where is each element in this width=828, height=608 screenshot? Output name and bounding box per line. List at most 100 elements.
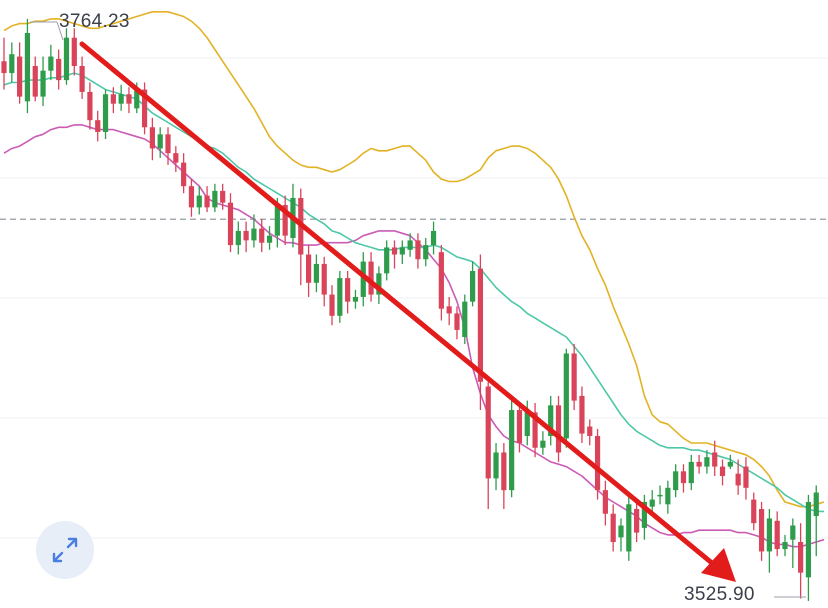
- candle-body: [274, 205, 280, 236]
- candle-body: [71, 37, 77, 66]
- candle-body: [181, 162, 187, 187]
- candle: [9, 42, 15, 83]
- candle: [727, 454, 733, 469]
- candle: [368, 252, 374, 302]
- candle: [563, 348, 569, 448]
- candle: [618, 518, 624, 552]
- candle-body: [79, 65, 85, 92]
- candle-body: [470, 271, 476, 302]
- candle: [415, 233, 421, 269]
- candle: [438, 245, 444, 321]
- candle: [1, 37, 7, 90]
- candle-body: [634, 509, 640, 533]
- candle-body: [735, 473, 741, 486]
- candle-body: [352, 296, 359, 302]
- lower-band-line: [3, 124, 825, 548]
- candle: [555, 395, 562, 462]
- candle-body: [305, 254, 312, 283]
- candle-body: [345, 278, 351, 302]
- candle-body: [782, 542, 788, 550]
- candle-body: [321, 263, 327, 295]
- candle: [602, 480, 608, 526]
- candle-body: [196, 195, 202, 208]
- candle-body: [657, 494, 663, 497]
- candle-body: [266, 235, 273, 243]
- candle: [384, 240, 390, 281]
- candle: [243, 221, 249, 253]
- candle: [110, 87, 116, 114]
- candle-body: [95, 120, 101, 132]
- candle: [485, 379, 491, 510]
- candle: [719, 459, 726, 486]
- candle: [212, 183, 218, 213]
- candle: [181, 153, 187, 194]
- candle-body: [766, 518, 772, 552]
- candle-body: [430, 230, 437, 246]
- candle: [712, 440, 718, 477]
- extreme-markers: [30, 21, 806, 598]
- candle: [227, 193, 234, 253]
- candle: [462, 294, 468, 345]
- candle: [266, 226, 273, 250]
- candle-body: [282, 205, 288, 236]
- candle: [40, 56, 46, 107]
- candle-body: [680, 471, 687, 484]
- candle-body: [165, 134, 171, 154]
- candle: [657, 485, 663, 505]
- candle-body: [360, 261, 366, 297]
- candle-body: [602, 490, 608, 514]
- candle-body: [462, 301, 468, 337]
- candles: [1, 18, 819, 601]
- expand-button[interactable]: [36, 521, 94, 579]
- candle: [579, 386, 585, 444]
- candle-body: [516, 410, 523, 444]
- candle-body: [673, 471, 679, 491]
- candle-body: [423, 245, 429, 260]
- candle-body: [337, 278, 343, 316]
- candle-body: [313, 263, 319, 283]
- trend-arrow: [79, 41, 736, 582]
- candle: [704, 450, 710, 474]
- candle: [798, 523, 804, 599]
- candle: [48, 44, 54, 81]
- candle-body: [259, 228, 265, 243]
- candle-body: [141, 89, 148, 128]
- candle-body: [212, 190, 218, 208]
- candle-body: [407, 240, 413, 250]
- candle: [71, 28, 77, 76]
- candle-body: [493, 452, 499, 479]
- expand-arrows-icon: [52, 537, 78, 563]
- candle: [305, 245, 312, 297]
- candle-body: [743, 466, 749, 488]
- candle: [790, 518, 796, 568]
- candle: [173, 146, 179, 173]
- candle-body: [118, 94, 124, 104]
- candle-body: [774, 520, 780, 550]
- candle-body: [704, 457, 710, 467]
- candle: [352, 289, 359, 309]
- candle: [805, 494, 812, 601]
- candle-body: [384, 247, 390, 274]
- candle-body: [173, 153, 179, 163]
- candle: [321, 256, 327, 307]
- candle-body: [1, 61, 7, 74]
- candle-body: [618, 525, 624, 538]
- candle-body: [688, 461, 694, 484]
- candle-body: [485, 386, 491, 479]
- candle: [157, 127, 163, 158]
- candle: [626, 497, 632, 561]
- candle: [188, 179, 195, 217]
- candle-body: [157, 134, 163, 149]
- candle-body: [251, 228, 257, 241]
- candle: [665, 480, 671, 514]
- candle-body: [563, 353, 569, 439]
- candle: [220, 183, 226, 210]
- candle-body: [329, 294, 335, 316]
- candle: [571, 344, 577, 411]
- candle-body: [626, 504, 632, 552]
- candle-body: [594, 435, 601, 491]
- candle-body: [587, 426, 593, 436]
- candle: [509, 400, 515, 498]
- candle-body: [87, 91, 93, 121]
